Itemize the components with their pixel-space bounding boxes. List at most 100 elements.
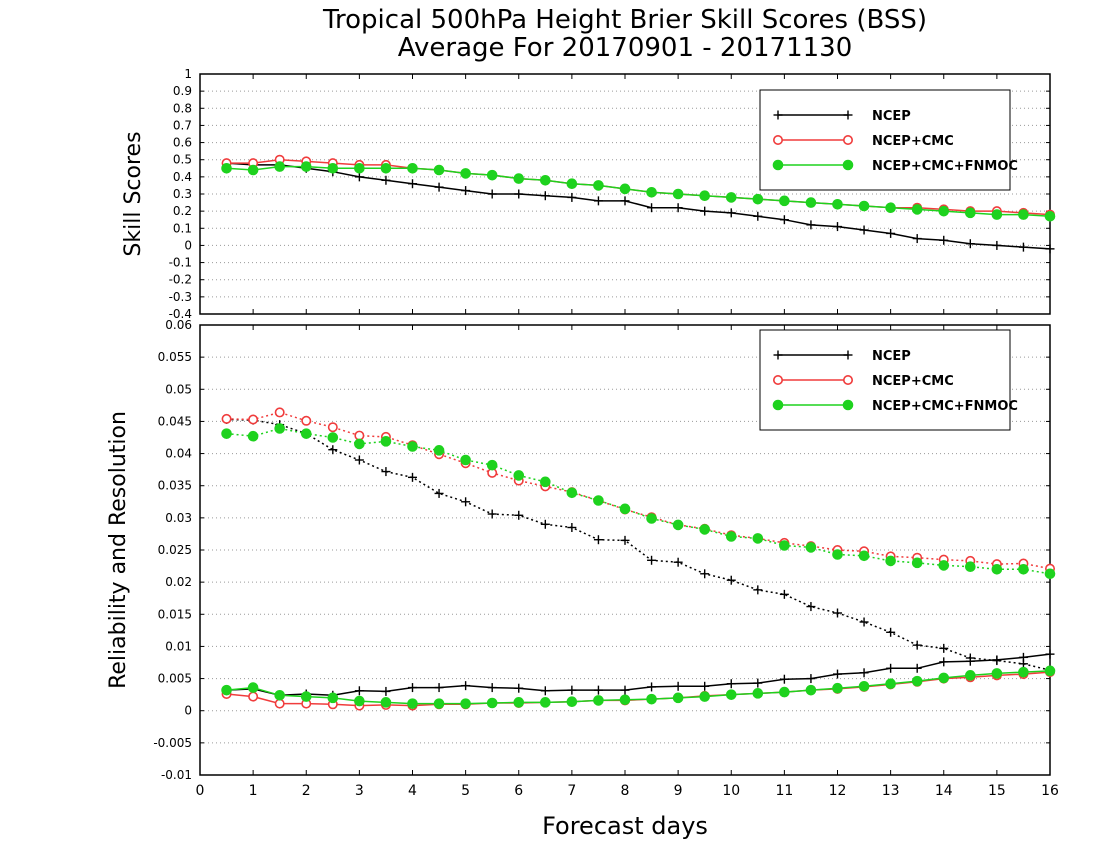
data-point [992,240,1002,250]
data-point [1044,210,1056,222]
data-point [646,513,657,524]
data-point [460,454,471,466]
y-axis-label: Reliability and Resolution [106,411,131,689]
data-point [647,555,657,565]
x-tick-label: 6 [514,783,523,799]
data-point [221,413,232,424]
data-point [965,561,976,573]
data-point [433,445,445,456]
data-point [805,542,817,553]
data-point [965,656,975,666]
legend-marker [842,399,854,411]
data-point [327,162,339,174]
data-point [460,168,471,179]
data-point [912,640,922,650]
series-markers-ncep-cmc-resolution [221,407,1056,574]
data-point [911,557,923,569]
data-point [566,696,578,708]
data-point [647,203,657,213]
data-point [885,555,896,567]
y-tick-label: -0.01 [161,768,192,782]
data-point [938,205,950,217]
data-point [938,560,950,571]
data-point [461,681,471,691]
y-tick-label: 0.1 [173,221,192,235]
data-point [1045,244,1055,254]
data-point [354,438,365,450]
data-point [672,519,684,531]
data-point [859,668,869,678]
data-point [939,643,949,653]
data-point [540,519,550,529]
legend: NCEP NCEP+CMC NCEP+CMC+FNMOC [759,329,1018,431]
legend-marker [773,110,783,120]
data-point [381,686,391,696]
data-point [513,470,525,481]
data-point [965,207,976,219]
series-line-ncep-cmc-resolution [226,411,1051,570]
data-point [939,235,949,245]
data-point [487,683,497,693]
data-point [832,549,843,560]
legend-label: NCEP+CMC+FNMOC [872,159,1018,174]
data-point [725,531,737,542]
legend-marker [842,159,854,171]
y-tick-label: 0.01 [165,639,192,653]
y-tick-label: 0.005 [158,672,192,686]
data-point [779,589,789,599]
data-point [593,196,603,206]
chart-title-line1: Tropical 500hPa Height Brier Skill Score… [322,5,927,35]
data-point [647,682,657,692]
data-point [408,472,417,482]
data-point [540,476,551,488]
data-point [619,694,631,706]
data-point [726,208,736,218]
x-tick-label: 0 [196,783,205,799]
data-point [752,533,764,544]
y-tick-label: 0.035 [158,479,192,493]
data-point [407,162,418,174]
data-point [832,682,843,694]
series-markers-ncep-cmc-fnmoc [221,161,1056,222]
data-point [646,693,657,705]
y-tick-label: -0.2 [169,273,192,287]
data-point [380,436,392,447]
data-point [540,191,550,201]
data-point [672,692,684,704]
series-markers-ncep-cmc-fnmoc-resolution [221,423,1056,580]
data-point [300,428,312,439]
plot-frame [199,324,1051,776]
data-point [646,186,657,198]
data-point [806,602,816,612]
data-point [859,225,869,235]
data-point [460,698,471,709]
data-point [434,683,444,693]
y-tick-label: 0.2 [173,204,192,218]
y-tick-label: 0.02 [165,575,192,589]
series-line-ncep-cmc-fnmoc-reliability [226,670,1051,705]
data-point [620,196,630,206]
x-tick-label: 9 [674,783,683,799]
data-point [301,415,312,426]
data-point [407,441,418,452]
data-point [673,681,683,691]
data-point [700,569,710,579]
y-tick-label: 0.3 [173,187,192,201]
data-point [700,681,710,691]
data-point [753,678,763,688]
data-point [911,675,923,687]
data-point [620,685,630,695]
data-point [300,161,312,172]
data-point [274,689,285,701]
data-point [833,669,842,679]
data-point [805,197,817,208]
legend-label: NCEP+CMC+FNMOC [872,399,1018,414]
data-point [540,174,551,186]
data-point [540,686,550,696]
data-point [354,695,365,707]
data-point [274,423,285,434]
data-point [247,430,259,442]
x-tick-label: 5 [461,783,470,799]
y-tick-label: 0.8 [173,101,192,115]
data-point [487,189,497,199]
